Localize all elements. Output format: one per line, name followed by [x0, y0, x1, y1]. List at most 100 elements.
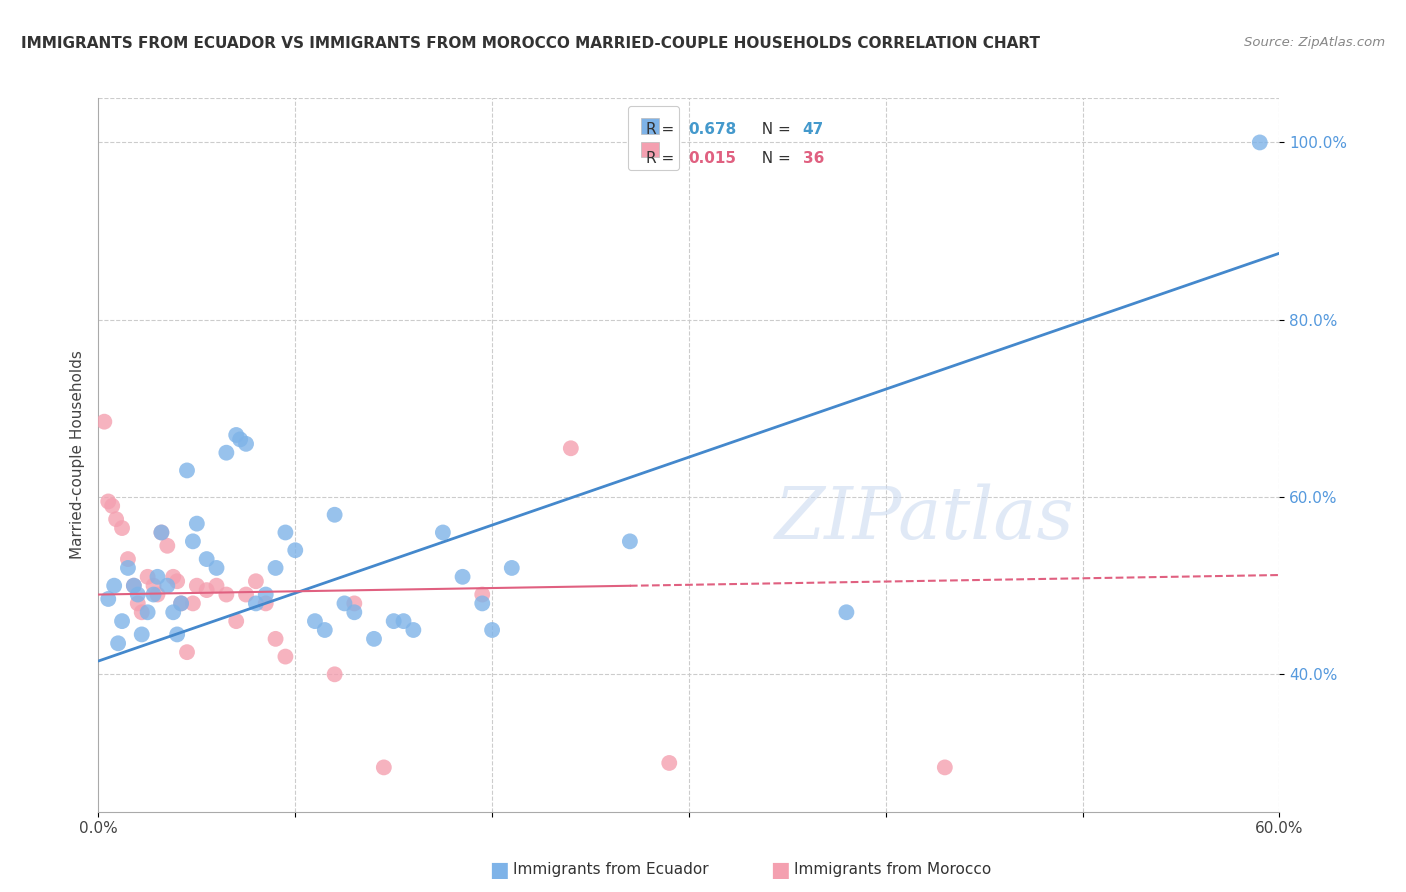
Point: [254, 588, 277, 602]
Point: [146, 588, 169, 602]
Point: [170, 596, 193, 610]
Point: [215, 446, 238, 460]
Point: [181, 534, 204, 549]
Point: [274, 525, 297, 540]
Text: ■: ■: [489, 860, 509, 880]
Point: [245, 574, 267, 589]
Text: 0.015: 0.015: [689, 152, 737, 166]
Point: [934, 760, 956, 774]
Point: [117, 561, 139, 575]
Point: [432, 525, 454, 540]
Point: [382, 614, 405, 628]
Point: [314, 623, 336, 637]
Point: [195, 583, 218, 598]
Point: [127, 596, 149, 610]
Point: [304, 614, 326, 628]
Text: 36: 36: [803, 152, 824, 166]
Point: [245, 596, 267, 610]
Point: [501, 561, 523, 575]
Point: [235, 437, 257, 451]
Point: [156, 539, 179, 553]
Point: [127, 588, 149, 602]
Point: [195, 552, 218, 566]
Point: [136, 605, 159, 619]
Legend: , : ,: [628, 106, 679, 169]
Point: [343, 605, 366, 619]
Point: [235, 588, 257, 602]
Point: [176, 463, 198, 477]
Point: [181, 596, 204, 610]
Point: [93, 415, 115, 429]
Point: [264, 561, 287, 575]
Text: IMMIGRANTS FROM ECUADOR VS IMMIGRANTS FROM MOROCCO MARRIED-COUPLE HOUSEHOLDS COR: IMMIGRANTS FROM ECUADOR VS IMMIGRANTS FR…: [21, 36, 1040, 51]
Point: [146, 570, 169, 584]
Point: [150, 525, 173, 540]
Point: [111, 521, 134, 535]
Point: [166, 574, 188, 589]
Text: R =: R =: [647, 122, 679, 136]
Point: [170, 596, 193, 610]
Text: N =: N =: [752, 122, 796, 136]
Point: [225, 614, 247, 628]
Point: [323, 667, 346, 681]
Point: [105, 512, 128, 526]
Point: [156, 579, 179, 593]
Point: [333, 596, 356, 610]
Text: ZIPatlas: ZIPatlas: [775, 484, 1076, 555]
Point: [122, 579, 145, 593]
Point: [471, 588, 494, 602]
Text: N =: N =: [752, 152, 796, 166]
Point: [254, 596, 277, 610]
Point: [229, 433, 252, 447]
Point: [363, 632, 385, 646]
Text: Immigrants from Ecuador: Immigrants from Ecuador: [513, 863, 709, 877]
Point: [560, 442, 582, 456]
Text: 0.678: 0.678: [689, 122, 737, 136]
Text: Source: ZipAtlas.com: Source: ZipAtlas.com: [1244, 36, 1385, 49]
Point: [658, 756, 681, 770]
Point: [186, 516, 208, 531]
Point: [205, 561, 228, 575]
Point: [373, 760, 395, 774]
Point: [103, 579, 125, 593]
Point: [619, 534, 641, 549]
Point: [264, 632, 287, 646]
Text: Immigrants from Morocco: Immigrants from Morocco: [794, 863, 991, 877]
Point: [481, 623, 503, 637]
Point: [215, 588, 238, 602]
Point: [186, 579, 208, 593]
Y-axis label: Married-couple Households: Married-couple Households: [69, 351, 84, 559]
Point: [111, 614, 134, 628]
Point: [131, 627, 153, 641]
Point: [176, 645, 198, 659]
Point: [392, 614, 415, 628]
Point: [205, 579, 228, 593]
Point: [136, 570, 159, 584]
Point: [471, 596, 494, 610]
Point: [142, 588, 165, 602]
Point: [166, 627, 188, 641]
Point: [402, 623, 425, 637]
Text: ■: ■: [770, 860, 790, 880]
Point: [274, 649, 297, 664]
Point: [142, 579, 165, 593]
Text: 47: 47: [803, 122, 824, 136]
Point: [122, 579, 145, 593]
Point: [225, 428, 247, 442]
Point: [131, 605, 153, 619]
Point: [150, 525, 173, 540]
Point: [97, 591, 120, 606]
Point: [323, 508, 346, 522]
Point: [835, 605, 858, 619]
Point: [343, 596, 366, 610]
Point: [117, 552, 139, 566]
Point: [101, 499, 124, 513]
Point: [451, 570, 474, 584]
Point: [162, 605, 184, 619]
Point: [284, 543, 307, 558]
Point: [97, 494, 120, 508]
Point: [162, 570, 184, 584]
Point: [1249, 136, 1271, 150]
Point: [107, 636, 129, 650]
Text: R =: R =: [647, 152, 679, 166]
